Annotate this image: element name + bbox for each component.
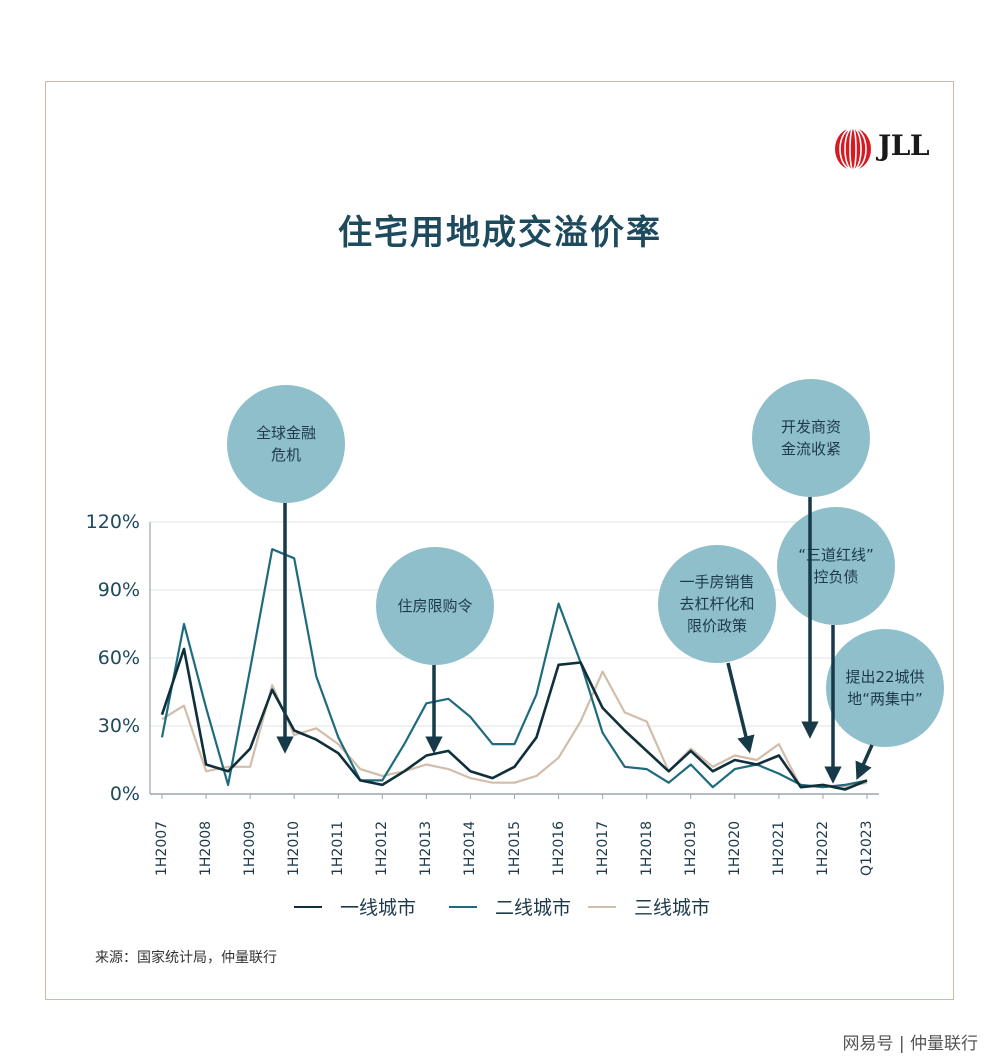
annotation-label: 开发商资 金流收紧 — [780, 418, 841, 458]
annotation-three-red-lines: “三道红线” 控负债 — [777, 507, 895, 625]
annotation-label: 全球金融 危机 — [255, 424, 316, 464]
jll-logo: JLL — [833, 127, 933, 171]
annotation-financial-crisis: 全球金融 危机 — [227, 385, 345, 503]
chart-legend: 一线城市 二线城市 三线城市 — [0, 893, 1000, 923]
y-tick-label: 30% — [97, 715, 140, 737]
y-tick-label: 90% — [97, 579, 140, 601]
jll-logo-icon — [835, 127, 871, 171]
annotation-developer-funding: 开发商资 金流收紧 — [752, 379, 870, 497]
annotation-label: 住房限购令 — [397, 597, 473, 615]
series-line-1 — [160, 647, 868, 791]
series-line-2 — [160, 548, 868, 789]
annotation-label: 一手房销售 去杠杆化和 限价政策 — [679, 573, 755, 635]
legend-item-tier1: 一线城市 — [294, 893, 416, 920]
legend-swatch — [449, 905, 477, 908]
annotation-label: “三道红线” 控负债 — [798, 546, 874, 586]
annotation-arrow — [726, 662, 755, 754]
annotation-purchase-restriction: 住房限购令 — [376, 547, 494, 665]
y-tick-label: 0% — [109, 783, 140, 805]
annotation-deleveraging: 一手房销售 去杠杆化和 限价政策 — [658, 545, 776, 663]
legend-label: 三线城市 — [634, 897, 711, 919]
watermark: 网易号 | 仲量联行 — [842, 1034, 978, 1054]
annotation-label: 提出22城供 地“两集中” — [845, 668, 925, 708]
legend-label: 一线城市 — [340, 897, 417, 919]
y-tick-label: 120% — [85, 511, 140, 533]
annotation-land-supply: 提出22城供 地“两集中” — [826, 629, 944, 747]
y-tick-label: 60% — [97, 647, 140, 669]
legend-item-tier3: 三线城市 — [588, 893, 710, 920]
chart-title: 住宅用地成交溢价率 — [338, 213, 662, 253]
legend-item-tier2: 二线城市 — [449, 893, 571, 920]
annotation-arrow — [855, 744, 874, 780]
legend-swatch — [588, 905, 616, 908]
legend-swatch — [294, 905, 322, 908]
source-note: 来源：国家统计局，仲量联行 — [95, 950, 277, 966]
logo-text: JLL — [878, 129, 930, 162]
legend-label: 二线城市 — [495, 897, 572, 919]
